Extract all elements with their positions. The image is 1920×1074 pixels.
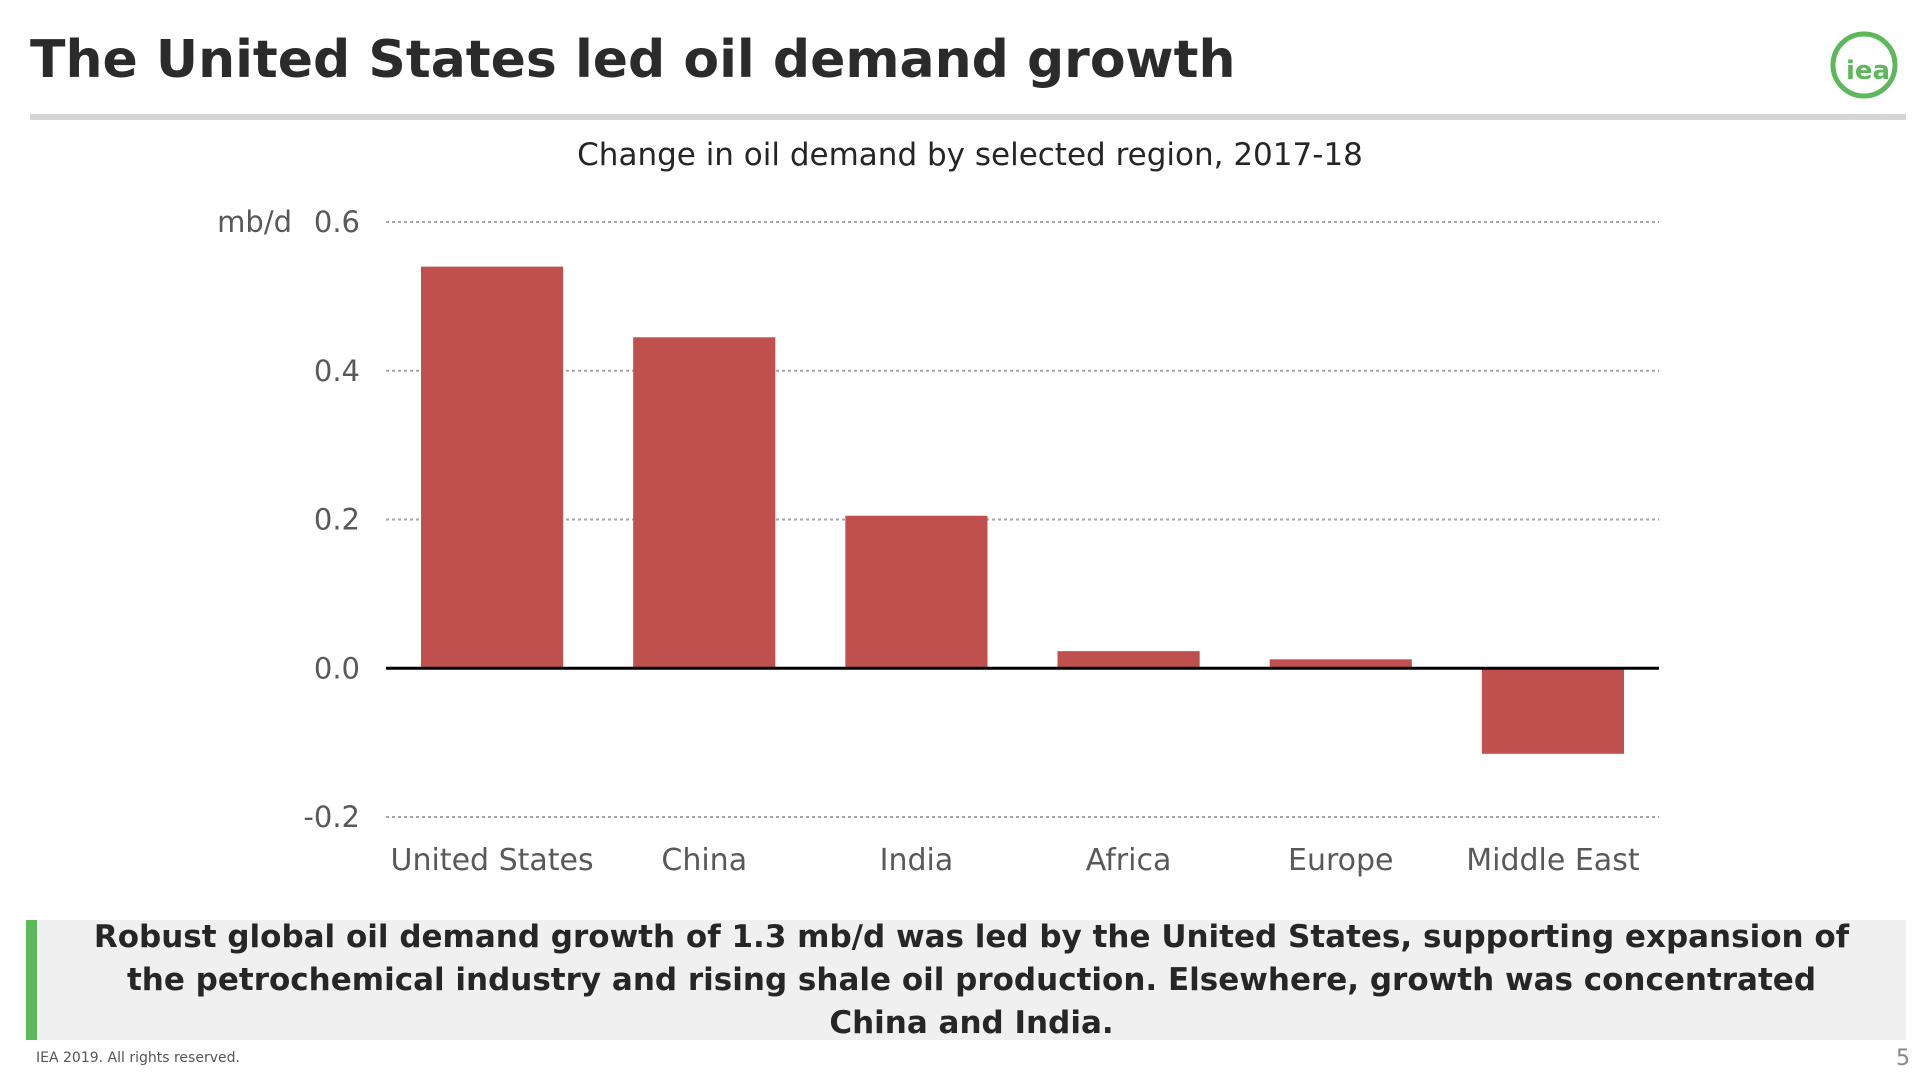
title-divider xyxy=(30,114,1906,120)
page-number: 5 xyxy=(1896,1046,1910,1071)
bars xyxy=(421,266,1624,754)
x-tick-label: Africa xyxy=(1086,843,1172,878)
y-tick-label: -0.2 xyxy=(303,800,360,834)
key-message-text: Robust global oil demand growth of 1.3 m… xyxy=(93,918,1850,1041)
x-tick-label: India xyxy=(880,843,954,878)
x-tick-label: United States xyxy=(391,843,594,878)
gridlines xyxy=(386,221,1659,818)
x-tick-label: Middle East xyxy=(1466,843,1640,878)
bar-chart: Change in oil demand by selected region,… xyxy=(217,137,1659,878)
y-tick-label: 0.2 xyxy=(314,503,360,537)
bar-india xyxy=(845,515,988,669)
bar-united-states xyxy=(421,266,564,669)
slide-title: The United States led oil demand growth xyxy=(30,30,1236,90)
bar-africa xyxy=(1057,651,1200,669)
iea-logo-icon: iea xyxy=(1830,31,1898,99)
y-tick-label: 0.0 xyxy=(314,651,360,685)
y-tick-label: 0.4 xyxy=(314,354,360,388)
chart-title: Change in oil demand by selected region,… xyxy=(577,137,1363,173)
copyright-footer: IEA 2019. All rights reserved. xyxy=(36,1050,240,1066)
bar-middle-east xyxy=(1481,668,1624,754)
y-tick-label: 0.6 xyxy=(314,205,360,239)
x-axis-labels: United States China India Africa Europe Middl… xyxy=(391,843,1640,878)
x-tick-label: China xyxy=(661,843,747,878)
y-axis-label: mb/d xyxy=(217,205,292,239)
x-tick-label: Europe xyxy=(1288,843,1394,878)
iea-logo-text: iea xyxy=(1846,56,1890,86)
y-axis-ticks: 0.6 0.4 0.2 0.0 -0.2 xyxy=(303,205,360,834)
bar-china xyxy=(633,337,776,669)
bar-europe xyxy=(1269,659,1412,669)
key-message-box: Robust global oil demand growth of 1.3 m… xyxy=(26,919,1906,1041)
